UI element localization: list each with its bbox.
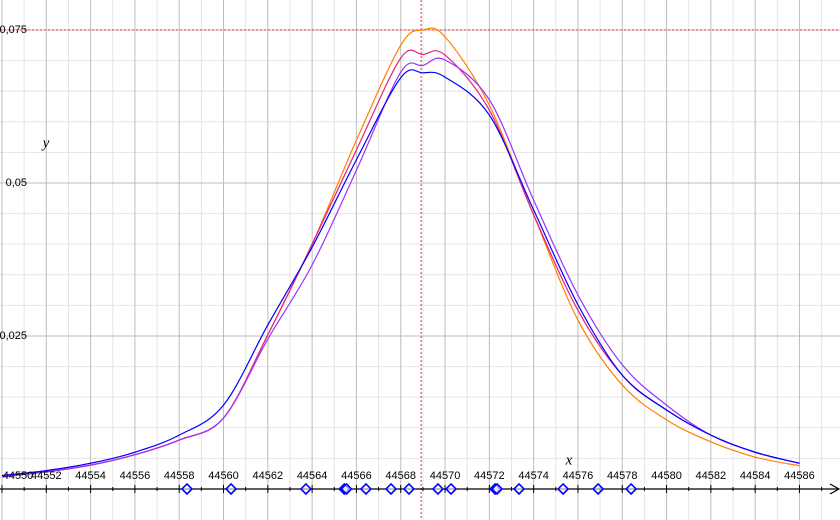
x-tick-label: 44550 <box>3 470 34 482</box>
y-tick-label: 0,05 <box>6 177 27 189</box>
x-axis-arrow <box>829 483 840 495</box>
x-tick-label: 44556 <box>120 470 151 482</box>
data-point <box>624 482 638 496</box>
x-tick-label: 44558 <box>164 470 195 482</box>
x-axis-label: x <box>565 452 573 468</box>
x-tick-label: 44574 <box>518 470 549 482</box>
x-tick-label: 44566 <box>341 470 372 482</box>
curve <box>1 69 800 477</box>
curves <box>1 27 800 478</box>
x-tick-label: 44570 <box>430 470 461 482</box>
data-point <box>340 482 353 496</box>
x-tick-label: 44554 <box>75 470 106 482</box>
curve <box>1 57 800 478</box>
data-point <box>384 482 398 496</box>
data-point <box>490 482 504 496</box>
data-point <box>431 482 445 496</box>
data-point <box>591 482 605 496</box>
data-point <box>444 482 458 496</box>
x-tick-label: 44568 <box>385 470 416 482</box>
markers <box>180 482 638 496</box>
x-tick-label: 44578 <box>607 470 638 482</box>
y-axis-label: y <box>41 135 50 151</box>
x-tick-label: 44572 <box>474 470 505 482</box>
data-point <box>359 482 373 496</box>
x-tick-label: 44576 <box>563 470 594 482</box>
data-point <box>224 482 238 496</box>
data-point <box>512 482 526 496</box>
x-tick-label: 44582 <box>696 470 727 482</box>
data-point <box>299 482 313 496</box>
x-tick-label: 44560 <box>208 470 239 482</box>
x-tick-label: 44584 <box>740 470 771 482</box>
x-tick-label: 44562 <box>253 470 284 482</box>
y-tick-label: 0,075 <box>0 24 27 36</box>
x-tick-label: 44564 <box>297 470 328 482</box>
data-point <box>556 482 570 496</box>
y-tick-label: 0,025 <box>0 330 27 342</box>
x-tick-label: 44580 <box>651 470 682 482</box>
x-tick-label: 44586 <box>784 470 815 482</box>
data-point <box>180 482 194 496</box>
x-tick-label: 44552 <box>31 470 62 482</box>
data-point <box>402 482 416 496</box>
